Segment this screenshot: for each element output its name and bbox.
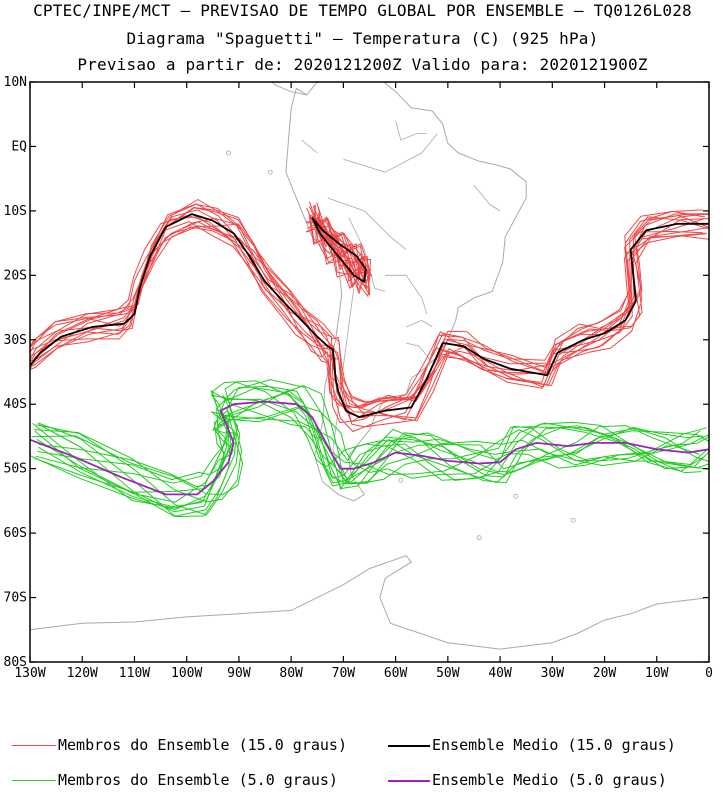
country-border <box>473 184 501 212</box>
lat-tick-label: 80S <box>4 655 27 670</box>
island-outline <box>226 150 231 156</box>
ensemble-member-contour <box>30 203 709 420</box>
ensemble-member-contour <box>30 216 707 424</box>
lon-tick-label: 10W <box>645 666 669 681</box>
ensemble-member-contour <box>37 385 701 485</box>
legend-swatch-mean-15 <box>388 744 430 747</box>
ensemble-member-contour <box>33 411 704 493</box>
country-border <box>406 342 433 363</box>
ensemble-member-contour <box>310 219 368 290</box>
ensemble-member-contour <box>311 218 366 294</box>
country-border <box>301 139 318 154</box>
country-border <box>405 319 433 328</box>
legend-label-members-5: Membros do Ensemble (5.0 graus) <box>58 771 338 789</box>
axis-ticks-layer: 130W 120W 110W 100W 90W 80W 70W 60W 50W 40W 30W 20W… <box>4 75 713 681</box>
central-america-coastline <box>271 82 307 96</box>
lat-tick-label: 40S <box>4 397 27 412</box>
lat-tick-label: 30S <box>4 333 27 348</box>
ensemble-mean-contour <box>30 400 709 496</box>
ensemble-member-contour <box>30 209 709 403</box>
country-border <box>327 197 407 250</box>
ensemble-members-layer <box>30 199 709 518</box>
legend-members-15: Membros do Ensemble (15.0 graus) <box>12 736 347 754</box>
country-border <box>385 274 428 315</box>
antarctica-coastline <box>30 555 709 650</box>
lat-tick-label: 70S <box>4 591 27 606</box>
lon-tick-label: 30W <box>541 666 565 681</box>
lon-tick-label: 120W <box>67 666 98 681</box>
lon-tick-label: 40W <box>488 666 512 681</box>
title-line-3: Previsao a partir de: 2020121200Z Valido… <box>77 55 648 74</box>
lon-tick-label: 110W <box>119 666 150 681</box>
lon-tick-label: 60W <box>384 666 408 681</box>
lat-tick-label: 20S <box>4 268 27 283</box>
ensemble-member-contour <box>30 221 704 419</box>
lon-tick-label: 100W <box>171 666 202 681</box>
legend-mean-5: Ensemble Medio (5.0 graus) <box>388 771 667 789</box>
lon-tick-label: 130W <box>14 666 45 681</box>
lat-tick-label: EQ <box>11 139 27 154</box>
ensemble-mean-contour <box>311 216 367 283</box>
lon-tick-label: 0 <box>705 666 713 681</box>
legend-swatch-members-5 <box>12 780 56 781</box>
plot-frame <box>29 81 710 663</box>
legend-members-5: Membros do Ensemble (5.0 graus) <box>12 771 338 789</box>
island-outline <box>570 517 576 523</box>
ensemble-member-contour <box>38 389 709 513</box>
island-outline <box>267 169 273 175</box>
ensemble-member-contour <box>37 405 709 517</box>
title-line-1: CPTEC/INPE/MCT – PREVISAO DE TEMPO GLOBA… <box>33 1 692 20</box>
country-border <box>395 120 427 141</box>
lon-tick-label: 80W <box>279 666 303 681</box>
country-border <box>343 133 438 173</box>
ensemble-member-contour <box>30 212 709 409</box>
lon-tick-label: 70W <box>332 666 356 681</box>
ensemble-member-contour <box>30 210 706 423</box>
legend-label-mean-15: Ensemble Medio (15.0 graus) <box>432 736 676 754</box>
lon-tick-label: 90W <box>227 666 251 681</box>
lon-tick-label: 50W <box>436 666 460 681</box>
ensemble-mean-layer <box>30 213 709 496</box>
lon-tick-label: 20W <box>593 666 617 681</box>
legend-swatch-mean-5 <box>388 779 430 782</box>
ensemble-member-contour <box>35 405 702 484</box>
lat-tick-label: 60S <box>4 526 27 541</box>
island-outline <box>513 493 519 499</box>
ensemble-member-contour <box>30 213 705 408</box>
title-line-2: Diagrama "Spaguetti" – Temperatura (C) (… <box>126 29 599 48</box>
lat-tick-label: 50S <box>4 462 27 477</box>
ensemble-member-contour <box>30 209 703 403</box>
island-outline <box>476 535 482 541</box>
ensemble-mean-contour <box>30 213 709 418</box>
legend-label-members-15: Membros do Ensemble (15.0 graus) <box>58 736 347 754</box>
lat-tick-label: 10N <box>4 75 27 90</box>
island-outline <box>398 477 404 483</box>
legend-mean-15: Ensemble Medio (15.0 graus) <box>388 736 676 754</box>
legend-label-mean-5: Ensemble Medio (5.0 graus) <box>432 771 667 789</box>
legend-swatch-members-15 <box>12 745 56 746</box>
lat-tick-label: 10S <box>4 204 27 219</box>
ensemble-member-contour <box>30 207 707 409</box>
